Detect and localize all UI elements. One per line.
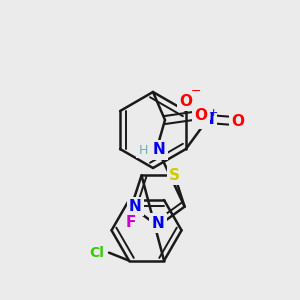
Text: +: + <box>209 108 219 118</box>
Text: −: − <box>191 85 201 98</box>
Text: N: N <box>153 142 165 158</box>
Text: O: O <box>194 109 208 124</box>
Text: Cl: Cl <box>90 246 104 260</box>
Text: N: N <box>129 199 142 214</box>
Text: S: S <box>169 168 180 183</box>
Text: O: O <box>231 113 244 128</box>
Text: O: O <box>179 94 192 109</box>
Text: N: N <box>202 112 214 127</box>
Text: N: N <box>152 215 164 230</box>
Text: H: H <box>138 143 148 157</box>
Text: F: F <box>126 214 136 230</box>
